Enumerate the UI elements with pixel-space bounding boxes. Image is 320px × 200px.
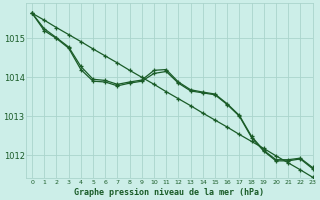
X-axis label: Graphe pression niveau de la mer (hPa): Graphe pression niveau de la mer (hPa) — [74, 188, 264, 197]
